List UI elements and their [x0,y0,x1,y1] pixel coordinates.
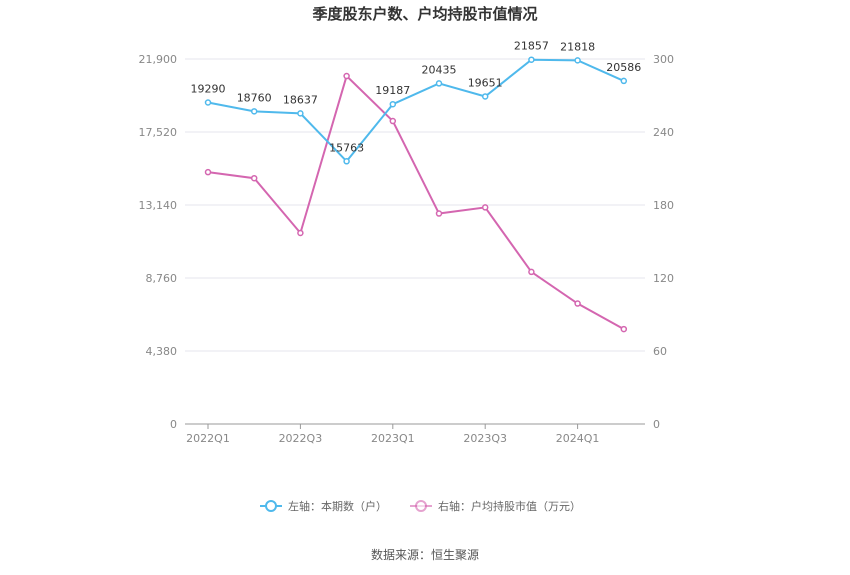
gridlines [185,58,645,352]
legend-label: 左轴：本期数（户） [288,499,387,513]
y-left-tick-label: 21,900 [139,53,178,66]
data-label: 21857 [514,40,549,53]
series-layer [204,56,628,333]
data-label: 20435 [422,63,457,76]
chart-title: 季度股东户数、户均持股市值情况 [312,5,537,23]
data-point-holders [297,110,304,117]
data-point-holders [574,57,581,64]
y-left-tick-label: 17,520 [139,126,178,139]
data-labels: 19290 18760 18637 15763 19187 20435 19651 21857… [191,40,642,155]
data-point-holders [481,93,489,100]
data-point-market-value [574,300,581,307]
data-point-market-value [528,268,535,276]
y-left-tick-label: 4,380 [146,345,178,358]
axes: 0 0 4,380 60 8,760 120 13,140 180 17,520 240 21,90… [139,53,675,445]
data-point-market-value [204,168,212,176]
data-point-market-value [389,117,397,125]
data-point-holders [389,100,397,108]
data-label: 20586 [606,61,641,74]
x-tick-label: 2023Q1 [371,432,415,445]
data-point-market-value [250,174,258,182]
data-label: 21818 [560,40,595,53]
legend[interactable]: 左轴：本期数（户） 右轴：户均持股市值（万元） [260,499,581,513]
source-note: 数据来源：恒生聚源 [371,547,479,562]
data-point-holders [250,108,258,115]
data-label: 18760 [237,91,272,104]
y-right-tick-label: 0 [653,418,660,431]
y-left-tick-label: 13,140 [139,199,178,212]
series-line-market-value [207,74,625,330]
legend-label: 右轴：户均持股市值（万元） [438,499,581,513]
data-label: 18637 [283,93,318,106]
data-point-holders [528,56,535,63]
data-point-holders [620,77,628,85]
y-left-tick-label: 0 [170,418,177,431]
data-label: 19187 [375,84,410,97]
data-label: 19290 [191,83,226,96]
legend-item-holders[interactable]: 左轴：本期数（户） [260,499,387,513]
data-point-holders [204,99,212,106]
data-point-holders [435,80,443,87]
y-left-tick-label: 8,760 [146,272,178,285]
x-tick-label: 2024Q1 [556,432,600,445]
data-point-market-value [297,229,304,237]
legend-marker-icon [415,500,427,512]
data-point-holders [343,158,350,165]
y-right-tick-label: 120 [653,272,674,285]
series-line-holders [207,58,625,163]
data-label: 15763 [329,141,364,154]
data-label: 19651 [468,76,503,89]
y-right-tick-label: 240 [653,126,674,139]
y-right-tick-label: 60 [653,345,667,358]
data-point-market-value [481,204,489,211]
x-tick-label: 2022Q3 [279,432,323,445]
legend-marker-icon [265,500,277,512]
y-right-tick-label: 180 [653,199,674,212]
legend-item-market-value[interactable]: 右轴：户均持股市值（万元） [410,499,581,513]
y-right-tick-label: 300 [653,53,674,66]
data-point-market-value [343,72,350,80]
data-point-market-value [620,325,628,333]
data-point-market-value [435,210,443,217]
x-tick-label: 2023Q3 [463,432,507,445]
x-tick-label: 2022Q1 [186,432,230,445]
